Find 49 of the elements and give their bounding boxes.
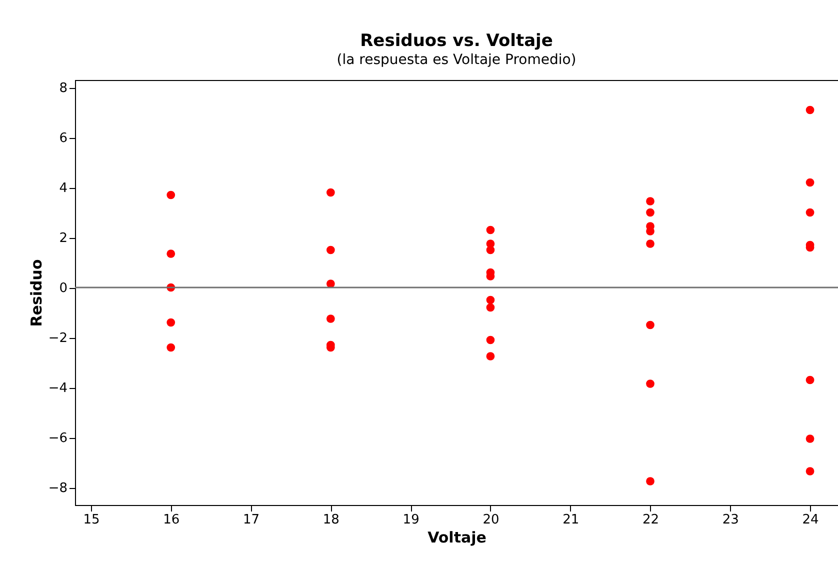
point — [806, 434, 814, 443]
point — [806, 376, 814, 384]
point — [646, 197, 654, 206]
point — [486, 226, 495, 234]
x-tick-label: 20 — [482, 512, 500, 528]
y-tick-label: 0 — [59, 281, 68, 296]
point — [806, 106, 814, 114]
point — [486, 336, 495, 344]
x-tick-label: 24 — [802, 512, 819, 528]
x-tick-label: 16 — [163, 512, 180, 528]
x-tick-label: 17 — [242, 512, 260, 528]
y-tick-label: −6 — [48, 431, 68, 446]
chart-title: Residuos vs. Voltaje — [360, 31, 553, 51]
point — [326, 188, 335, 197]
y-tick-label: 4 — [59, 181, 68, 196]
point — [806, 208, 814, 217]
point — [646, 380, 654, 388]
x-tick-label: 19 — [402, 512, 420, 528]
point — [486, 246, 495, 254]
point — [326, 314, 335, 323]
point — [806, 178, 814, 187]
y-tick-label: −8 — [48, 481, 68, 496]
y-tick-label: 2 — [59, 231, 68, 246]
point — [646, 208, 654, 217]
x-tick-label: 15 — [83, 512, 100, 528]
y-axis-title: Residuo — [27, 259, 46, 327]
point — [806, 467, 814, 476]
point — [326, 246, 335, 254]
point — [166, 343, 176, 352]
x-tick-label: 21 — [562, 512, 580, 528]
point — [486, 352, 495, 360]
chart-subtitle: (la respuesta es Voltaje Promedio) — [336, 52, 576, 68]
point — [486, 303, 495, 312]
y-tick-label: −2 — [48, 331, 68, 346]
point — [166, 250, 176, 258]
x-tick-label: 22 — [642, 512, 660, 528]
point — [166, 318, 176, 327]
x-axis-title: Voltaje — [428, 528, 486, 546]
point — [486, 296, 495, 304]
point — [326, 280, 335, 288]
y-tick-label: −4 — [48, 381, 68, 396]
x-tick-label: 23 — [722, 512, 739, 528]
y-tick-label: 6 — [59, 131, 68, 146]
point — [646, 477, 654, 486]
point — [646, 240, 654, 248]
y-tick-label: 8 — [59, 81, 68, 96]
point — [646, 320, 654, 330]
point — [166, 190, 176, 200]
x-tick-label: 18 — [322, 512, 340, 528]
